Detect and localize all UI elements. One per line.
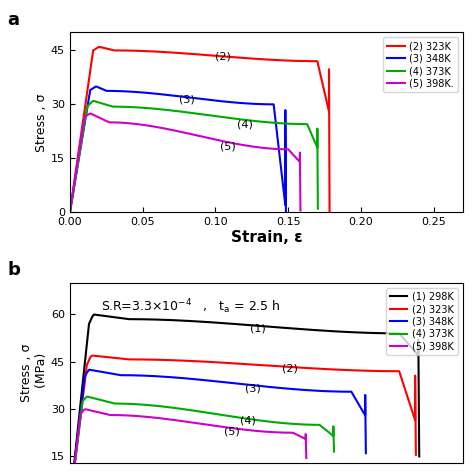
Y-axis label: Stress , σ
 (MPa): Stress , σ (MPa)	[20, 344, 48, 402]
Text: (4): (4)	[240, 415, 255, 425]
Text: S.R=3.3×10$^{-4}$   ,   t$_{\rm a}$ = 2.5 h: S.R=3.3×10$^{-4}$ , t$_{\rm a}$ = 2.5 h	[101, 297, 281, 316]
Legend: (2) 323K, (3) 348K, (4) 373K, (5) 398K.: (2) 323K, (3) 348K, (4) 373K, (5) 398K.	[383, 37, 458, 92]
Text: (4): (4)	[237, 120, 253, 130]
Text: (1): (1)	[250, 324, 266, 334]
Text: (2): (2)	[283, 363, 298, 373]
Text: a: a	[7, 11, 19, 29]
X-axis label: Strain, ε: Strain, ε	[230, 230, 302, 245]
Text: (5): (5)	[220, 141, 236, 151]
Legend: (1) 298K, (2) 323K, (3) 348K, (4) 373K, (5) 398K: (1) 298K, (2) 323K, (3) 348K, (4) 373K, …	[386, 288, 458, 355]
Text: (3): (3)	[179, 94, 195, 105]
Text: (5): (5)	[224, 426, 240, 436]
Text: (2): (2)	[216, 51, 231, 62]
Text: b: b	[7, 261, 20, 279]
Text: (3): (3)	[245, 384, 261, 394]
Y-axis label: Stress , σ: Stress , σ	[35, 93, 48, 152]
